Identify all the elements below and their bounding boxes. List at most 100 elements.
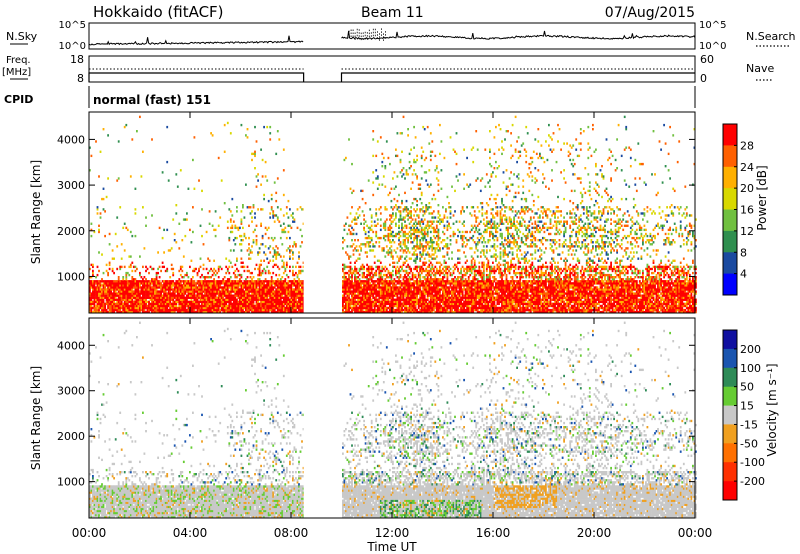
power-cell (214, 308, 217, 312)
power-cell (413, 169, 416, 172)
power-cell (382, 273, 385, 277)
power-cell (104, 234, 107, 238)
power-cell (364, 284, 367, 287)
power-cell (104, 292, 107, 295)
power-cell (98, 292, 100, 295)
power-cell (346, 282, 349, 285)
nsky-trace (88, 30, 696, 46)
power-cell (434, 302, 437, 306)
power-cell (220, 304, 223, 308)
power-cell (429, 241, 432, 244)
power-cell (269, 294, 272, 297)
power-cell (105, 263, 108, 267)
power-cell (442, 247, 444, 250)
power-cell (258, 304, 261, 308)
power-cell (376, 284, 379, 287)
power-cell (110, 282, 113, 285)
power-cell (405, 294, 408, 297)
power-cell (366, 296, 369, 299)
power-cell (296, 226, 299, 230)
power-cell (234, 273, 237, 277)
power-cell (166, 298, 169, 301)
power-cell (148, 310, 150, 314)
power-cell (279, 300, 282, 304)
power-cell (432, 267, 435, 271)
power-cell (146, 310, 149, 314)
power-cell (101, 306, 103, 310)
power-cell (146, 288, 149, 291)
power-cell (164, 284, 167, 287)
power-cell (411, 298, 414, 301)
power-cell (198, 308, 200, 312)
power-cell (272, 282, 275, 285)
power-cell (419, 276, 422, 279)
power-cell (396, 296, 399, 299)
power-cell (90, 300, 93, 304)
power-cell (139, 298, 141, 301)
power-cell (151, 278, 153, 281)
power-cell (192, 288, 194, 291)
power-cell (420, 298, 423, 301)
power-cell (258, 280, 261, 283)
power-cell (282, 300, 285, 304)
power-cell (407, 218, 410, 221)
power-cell (278, 282, 281, 285)
power-cell (432, 269, 435, 273)
power-cell (420, 230, 423, 234)
power-cell (123, 310, 126, 314)
power-cell (443, 288, 446, 291)
power-cell (220, 292, 223, 295)
power-cell (373, 280, 376, 283)
power-cell (431, 280, 434, 283)
power-cell (123, 125, 126, 129)
power-cell (220, 306, 223, 310)
power-cell (176, 310, 179, 314)
power-cell (399, 234, 402, 238)
power-cell (446, 310, 449, 314)
power-cell (361, 243, 364, 246)
power-cell (358, 257, 361, 260)
power-cell (108, 304, 111, 308)
power-cell (443, 224, 446, 227)
power-cell (119, 302, 122, 306)
power-cell (284, 280, 287, 283)
power-cell (392, 257, 394, 260)
power-cell (443, 273, 446, 277)
power-cell (429, 292, 432, 295)
power-cell (184, 282, 187, 285)
power-cell (372, 300, 375, 304)
power-cell (398, 224, 400, 227)
power-cell (208, 269, 211, 273)
power-cell (246, 288, 249, 291)
power-cell (351, 232, 353, 236)
power-cell (435, 165, 438, 168)
power-cell (413, 228, 416, 232)
power-cell (125, 296, 128, 299)
power-cell (295, 306, 297, 310)
power-cell (431, 249, 434, 252)
power-cell (369, 306, 372, 310)
power-cell (381, 183, 384, 186)
power-cell (284, 298, 287, 301)
power-cell (393, 282, 396, 285)
power-cell (202, 286, 205, 289)
power-cell (125, 300, 128, 304)
power-cell (352, 286, 355, 289)
power-cell (389, 273, 391, 277)
power-cell (416, 177, 419, 180)
power-cell (448, 224, 450, 227)
power-cell (440, 241, 443, 244)
power-cell (166, 294, 169, 297)
power-cell (178, 308, 181, 312)
power-cell (439, 261, 441, 264)
power-cell (231, 230, 234, 234)
power-cell (157, 308, 160, 312)
power-cell (236, 259, 238, 262)
power-cell (370, 292, 373, 295)
power-cell (181, 304, 184, 308)
power-cell (439, 273, 441, 277)
power-cell (242, 308, 244, 312)
power-cell (287, 247, 290, 250)
power-cell (370, 220, 373, 223)
power-cell (248, 280, 250, 283)
